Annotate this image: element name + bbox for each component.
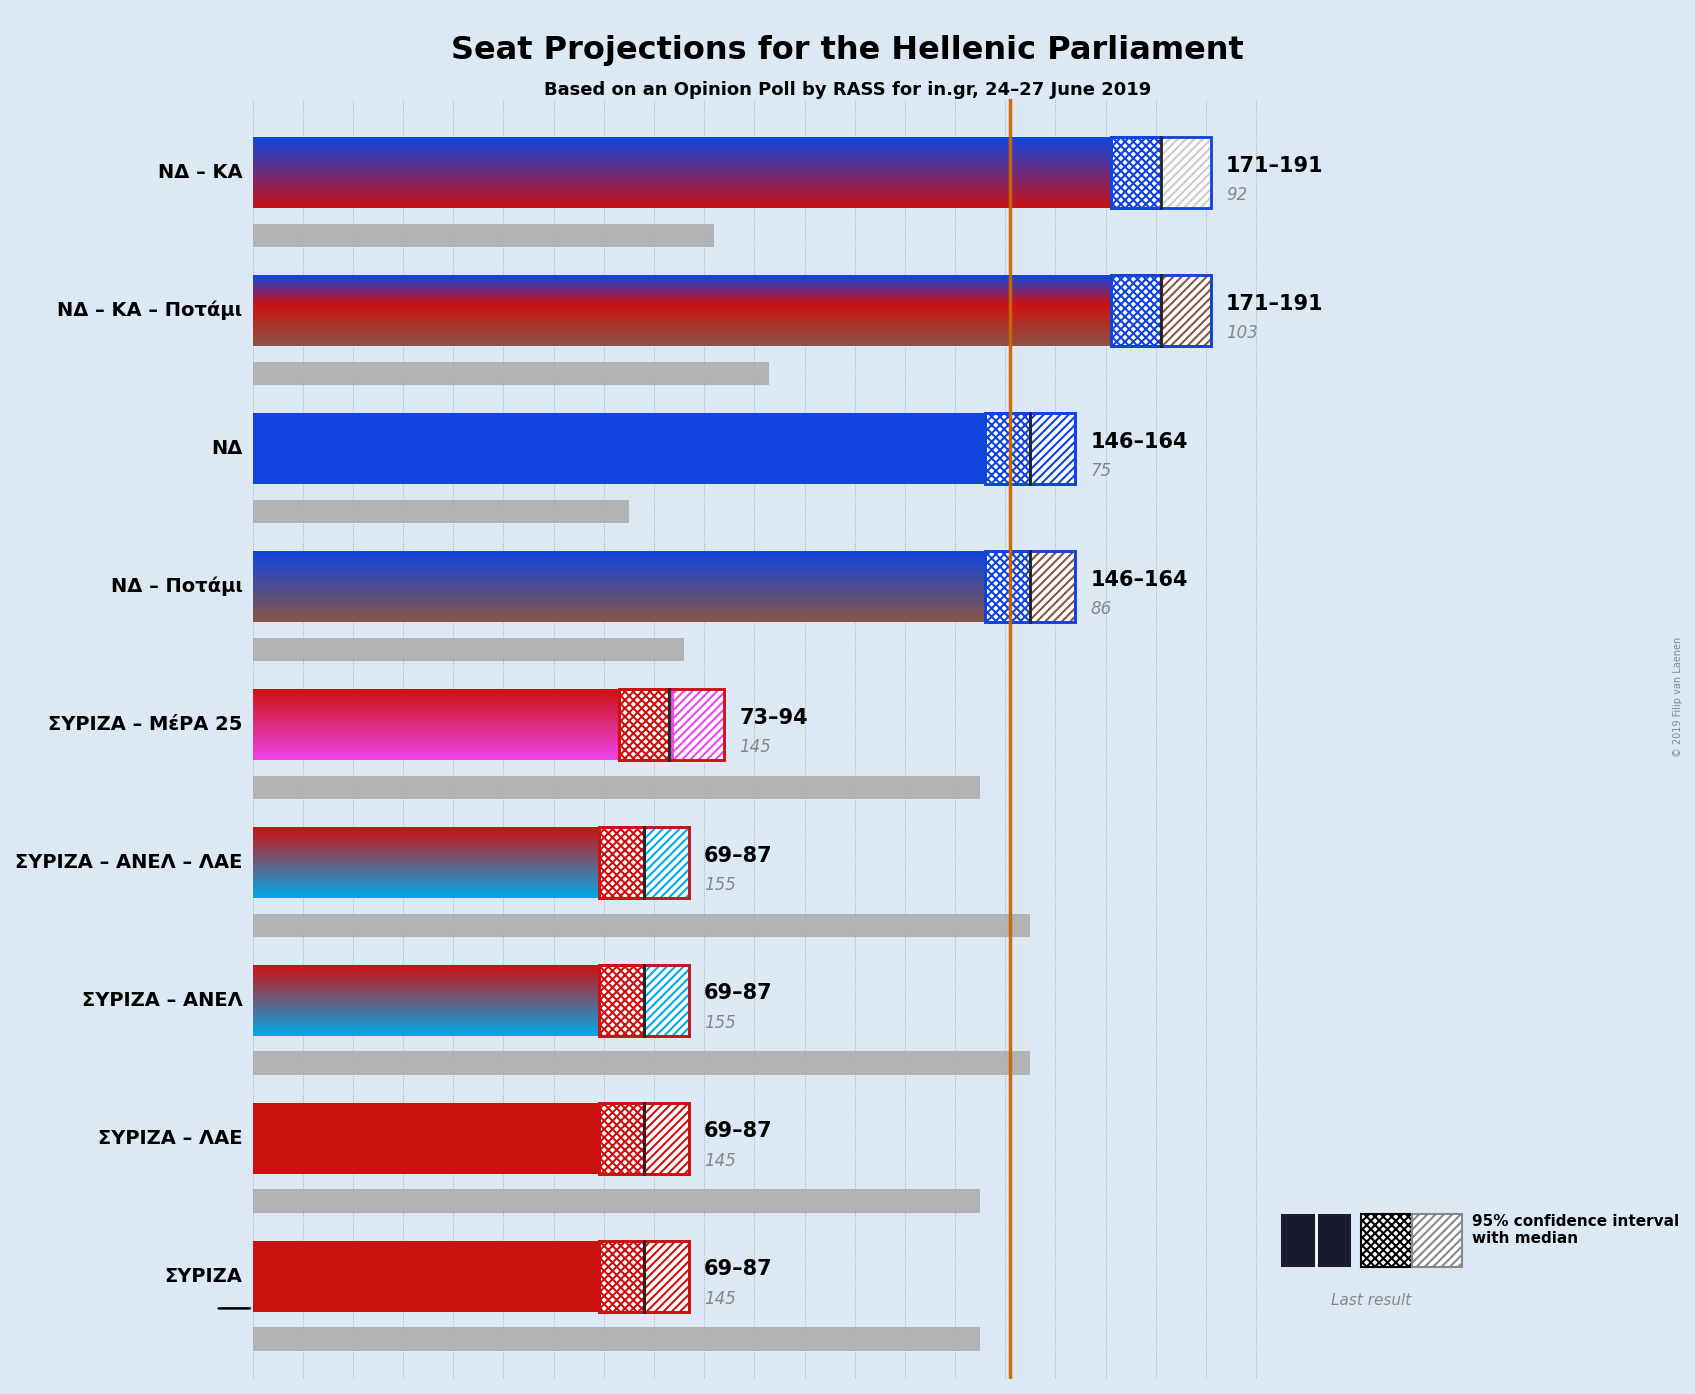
Text: 69–87: 69–87 [703,984,773,1004]
Bar [253,1241,598,1312]
Text: Based on an Opinion Poll by RASS for in.gr, 24–27 June 2019: Based on an Opinion Poll by RASS for in.… [544,81,1151,99]
Text: 69–87: 69–87 [703,1121,773,1142]
Text: Last result: Last result [1331,1292,1412,1308]
Bar [671,689,724,760]
Bar [1110,275,1161,346]
Bar [598,965,644,1036]
Bar [598,1241,690,1312]
Bar [619,689,671,760]
Bar [644,965,690,1036]
Bar [644,1103,690,1174]
Text: ΣΥΡΙΖΑ – ΑΝΕΛ – ΛΑΕ: ΣΥΡΙΖΑ – ΑΝΕΛ – ΛΑΕ [15,853,242,873]
Bar [1161,138,1210,208]
Text: ΝΔ: ΝΔ [212,439,242,459]
Bar [253,775,980,799]
Bar [619,689,724,760]
Bar [598,1103,644,1174]
Bar [1412,1214,1461,1267]
Text: 92: 92 [1225,187,1248,205]
Text: 146–164: 146–164 [1090,570,1188,590]
Bar [253,499,629,523]
Bar [253,1189,980,1213]
Bar [598,827,690,898]
Text: ΣΥΡΙΖΑ: ΣΥΡΙΖΑ [164,1267,242,1287]
Text: ΣΥΡΙΖΑ – ΑΝΕΛ: ΣΥΡΙΖΑ – ΑΝΕΛ [81,991,242,1011]
Text: ΝΔ – ΚΑ – Ποτάμι: ΝΔ – ΚΑ – Ποτάμι [58,301,242,321]
Text: 171–191: 171–191 [1225,294,1324,314]
Bar [598,965,690,1036]
Bar [253,361,770,385]
Text: 155: 155 [703,1015,736,1033]
Bar [644,1241,690,1312]
Text: ΣΥΡΙΖΑ – ΜέΡΑ 25: ΣΥΡΙΖΑ – ΜέΡΑ 25 [47,715,242,735]
Text: 171–191: 171–191 [1225,156,1324,176]
Bar [1110,275,1210,346]
Text: 69–87: 69–87 [703,846,773,866]
Bar [1031,551,1075,622]
Bar [644,827,690,898]
Bar [253,913,1031,937]
Bar [253,1103,598,1174]
Text: ΝΔ – ΚΑ: ΝΔ – ΚΑ [158,163,242,183]
Text: 69–87: 69–87 [703,1259,773,1280]
Text: 73–94: 73–94 [739,708,809,728]
Bar [1110,138,1210,208]
Text: ΝΔ – Ποτάμι: ΝΔ – Ποτάμι [110,577,242,597]
Bar [985,551,1031,622]
Bar [1110,138,1161,208]
Bar [985,551,1075,622]
Text: 145: 145 [703,1291,736,1308]
Bar [1031,413,1075,484]
Text: 155: 155 [703,877,736,895]
Bar [253,223,714,247]
Text: 145: 145 [739,739,771,757]
Bar [598,1241,644,1312]
Bar [253,637,685,661]
Text: 95% confidence interval
with median: 95% confidence interval with median [1471,1214,1680,1246]
Bar [985,413,1075,484]
Bar [985,413,1031,484]
Text: 145: 145 [703,1153,736,1170]
Text: ΣΥΡΙΖΑ – ΛΑΕ: ΣΥΡΙΖΑ – ΛΑΕ [98,1129,242,1149]
Bar [253,413,985,484]
Bar [1281,1214,1351,1267]
Bar [253,1327,980,1351]
Bar [598,1103,690,1174]
Text: Seat Projections for the Hellenic Parliament: Seat Projections for the Hellenic Parlia… [451,35,1244,66]
Text: 103: 103 [1225,325,1258,343]
Text: 75: 75 [1090,463,1112,481]
Bar [1161,275,1210,346]
Bar [1361,1214,1412,1267]
Text: © 2019 Filip van Laenen: © 2019 Filip van Laenen [1673,637,1683,757]
Text: 146–164: 146–164 [1090,432,1188,452]
Bar [598,827,644,898]
Bar [253,1051,1031,1075]
Text: 86: 86 [1090,601,1112,619]
